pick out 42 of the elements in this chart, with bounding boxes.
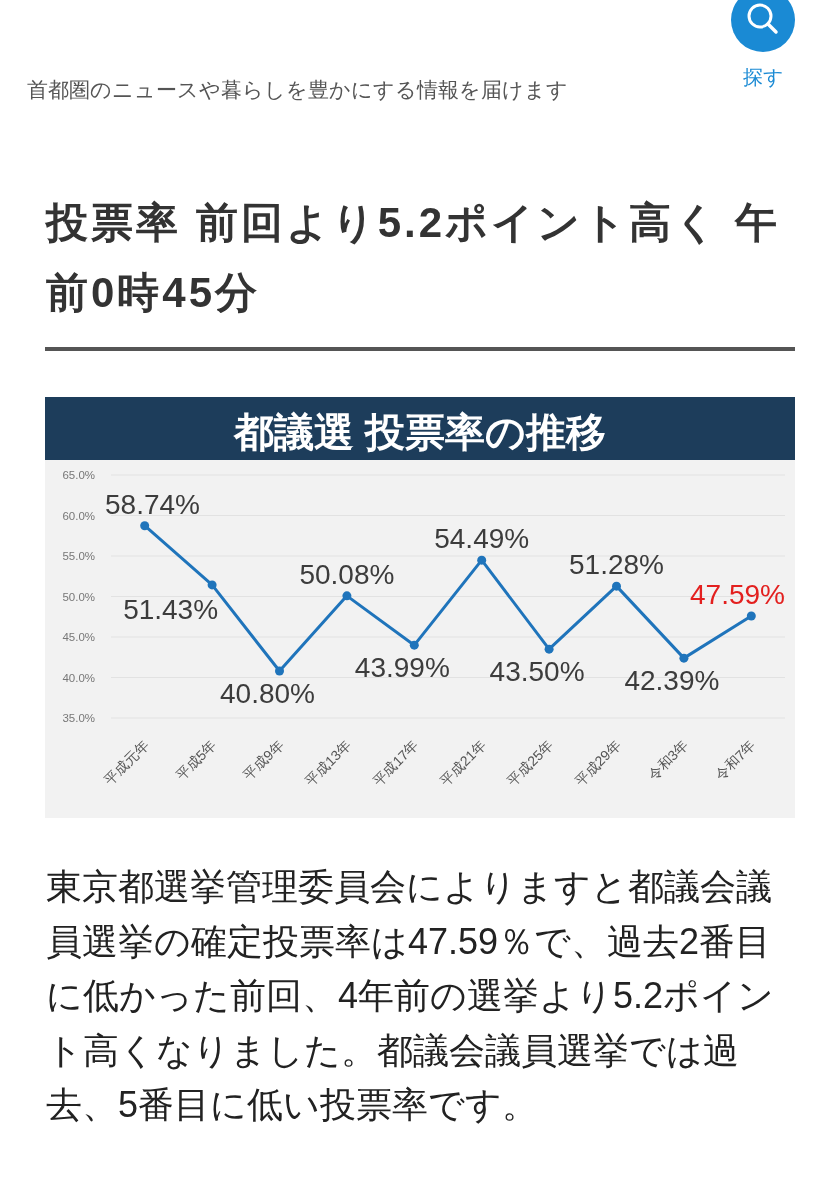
point: [746, 611, 756, 621]
x-tick-label: 令和7年: [711, 736, 759, 784]
point: [275, 666, 284, 676]
text: 東京都選挙管理委員会によりますと都議会議員選挙の確定投票率は47.59％で、過去2番目に低かった前回、4年前の選挙より5.2ポイント高くなりました。都議会議員選挙では過去、5番目に低い投票率です。: [46, 865, 776, 1127]
point: [342, 591, 352, 601]
data-label: 43.50%: [489, 656, 585, 688]
x-tick-label: 平成17年: [369, 736, 422, 789]
annotation: 47.59%: [690, 579, 785, 611]
x-tick-label: 平成21年: [436, 736, 489, 789]
data-label: 50.08%: [299, 558, 395, 590]
point: [207, 580, 217, 590]
point: [544, 644, 554, 654]
y-tick-label: 35.0%: [62, 712, 95, 724]
data-label: 51.43%: [123, 593, 219, 625]
data-label: 42.39%: [624, 665, 720, 697]
point: [679, 653, 689, 663]
x-tick-label: 平成元年: [100, 736, 152, 788]
data-label: 54.49%: [434, 523, 530, 555]
x-tick-label: 平成5年: [172, 736, 220, 784]
data-label: 58.74%: [105, 488, 200, 520]
x-tick-label: 令和3年: [644, 736, 692, 784]
x-tick-label: 平成29年: [571, 736, 624, 789]
y-tick-label: 50.0%: [62, 590, 95, 603]
x-tick-label: 平成13年: [301, 736, 355, 789]
y-tick-label: 45.0%: [62, 631, 95, 643]
x-tick-label: 平成25年: [504, 736, 557, 789]
point: [612, 581, 621, 591]
point: [477, 555, 487, 565]
y-tick-label: 60.0%: [62, 509, 95, 522]
y-tick-label: 65.0%: [62, 469, 95, 481]
y-tick-label: 55.0%: [62, 550, 95, 562]
point: [409, 640, 419, 650]
data-label: 40.80%: [220, 678, 315, 710]
text: 探す: [743, 66, 783, 88]
y-tick-label: 40.0%: [62, 671, 95, 684]
data-label: 43.99%: [354, 652, 450, 684]
chart-title: 都議選 投票率の推移: [232, 410, 607, 454]
text: 首都圏のニュースや暮らしを豊かにする情報を届けます: [27, 78, 568, 101]
data-label: 51.28%: [569, 549, 664, 581]
point: [140, 521, 150, 531]
x-tick-label: 平成9年: [240, 736, 287, 784]
text: 投票率 前回より5.2ポイント高く 午前0時45分: [46, 198, 781, 318]
